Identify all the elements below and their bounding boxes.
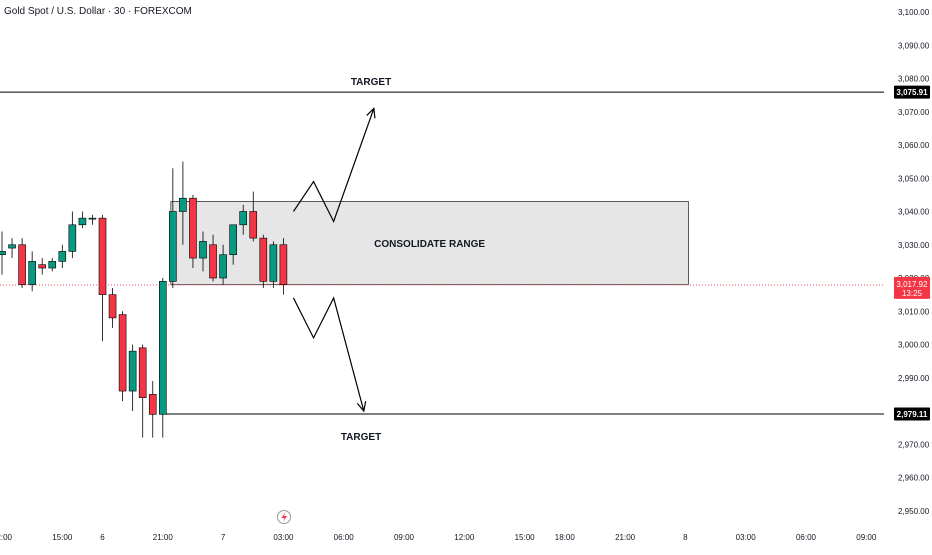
price-tick-label: 3,040.00 [898, 208, 930, 217]
candle-body-down [18, 244, 26, 285]
price-tick-label: 2,960.00 [898, 474, 930, 483]
candle-body-down [189, 197, 197, 259]
time-tick-label: 18:00 [555, 533, 576, 542]
time-tick-label: 06:00 [334, 533, 355, 542]
candle-body-up [199, 241, 207, 259]
event-bolt [281, 512, 287, 522]
price-tick-label: 3,080.00 [898, 75, 930, 84]
time-tick-label: 03:00 [736, 533, 757, 542]
time-tick-label: 6 [100, 533, 105, 542]
countdown-text: 13:25 [902, 289, 923, 298]
candle-body-down [249, 211, 258, 239]
candle-body-down [118, 314, 127, 392]
lightning-event-icon [277, 510, 291, 524]
candle-body-down [279, 244, 288, 285]
price-tick-label: 2,970.00 [898, 440, 930, 449]
candle-body-down [138, 347, 147, 399]
candle-body-up [8, 244, 16, 249]
candle-body-down [108, 294, 117, 319]
candle-body-down [98, 217, 107, 295]
candle-body-up [28, 261, 36, 285]
arrow-down-path-head [356, 401, 367, 413]
candle-body-up [269, 244, 278, 282]
target-label-bottom: TARGET [341, 432, 381, 443]
candle-body-up [88, 217, 97, 220]
candle-body-up [219, 254, 227, 279]
time-tick-label: 09:00 [856, 533, 877, 542]
price-tick-label: 3,060.00 [898, 141, 930, 150]
price-tick-label: 2,950.00 [898, 507, 930, 516]
time-tick-label: 09:00 [394, 533, 415, 542]
current-price-tag [894, 276, 930, 299]
time-tick-label: 15:00 [52, 533, 73, 542]
time-tick-label: 8 [683, 533, 688, 542]
arrow-up-path [292, 108, 375, 223]
price-tag-top-text: 3,075.91 [896, 88, 928, 97]
price-tag-bottom [894, 407, 930, 421]
candle-body-up [239, 211, 247, 226]
candle-body-up [128, 350, 137, 392]
candle-body-up [78, 217, 87, 226]
consolidate-range-box [170, 201, 689, 286]
time-tick-label: 21:00 [615, 533, 636, 542]
candle-body-up [48, 261, 57, 269]
candle-body-up [229, 224, 237, 256]
consolidate-range-label: CONSOLIDATE RANGE [374, 239, 485, 250]
price-tick-label: 3,050.00 [898, 174, 930, 183]
time-tick-label: 21:00 [153, 533, 174, 542]
candle-body-down [209, 244, 217, 279]
arrow-up-path-head [366, 107, 376, 119]
arrow-down-path [292, 296, 365, 412]
candle-body-down [259, 237, 268, 282]
target-label-top: TARGET [351, 77, 391, 88]
price-tick-label: 3,090.00 [898, 41, 930, 50]
time-tick-label: 06:00 [796, 533, 817, 542]
price-tag-top [894, 85, 930, 99]
price-tag-bottom-text: 2,979.11 [897, 410, 928, 419]
current-price-text: 3,017.92 [896, 280, 928, 289]
candle-body-down [148, 394, 157, 415]
candle-body-up [179, 197, 187, 212]
price-tick-label: 3,100.00 [898, 8, 930, 17]
price-tick-label: 2,990.00 [898, 374, 930, 383]
time-tick-label: 12:00 [0, 533, 13, 542]
price-tick-label: 3,030.00 [898, 241, 930, 250]
candle-body-up [0, 251, 6, 256]
time-tick-label: 15:00 [515, 533, 536, 542]
time-tick-label: 03:00 [273, 533, 294, 542]
time-tick-label: 12:00 [454, 533, 475, 542]
candle-body-up [159, 281, 167, 415]
price-tick-label: 3,000.00 [898, 341, 930, 350]
candle-body-up [58, 251, 67, 262]
symbol-title: Gold Spot / U.S. Dollar · 30 · FOREXCOM [4, 6, 192, 17]
candle-body-up [169, 211, 177, 282]
price-tick-label: 3,070.00 [898, 108, 930, 117]
price-tick-label: 3,010.00 [898, 307, 930, 316]
candle-body-down [38, 264, 47, 269]
time-tick-label: 7 [221, 533, 226, 542]
candle-body-up [68, 224, 77, 252]
